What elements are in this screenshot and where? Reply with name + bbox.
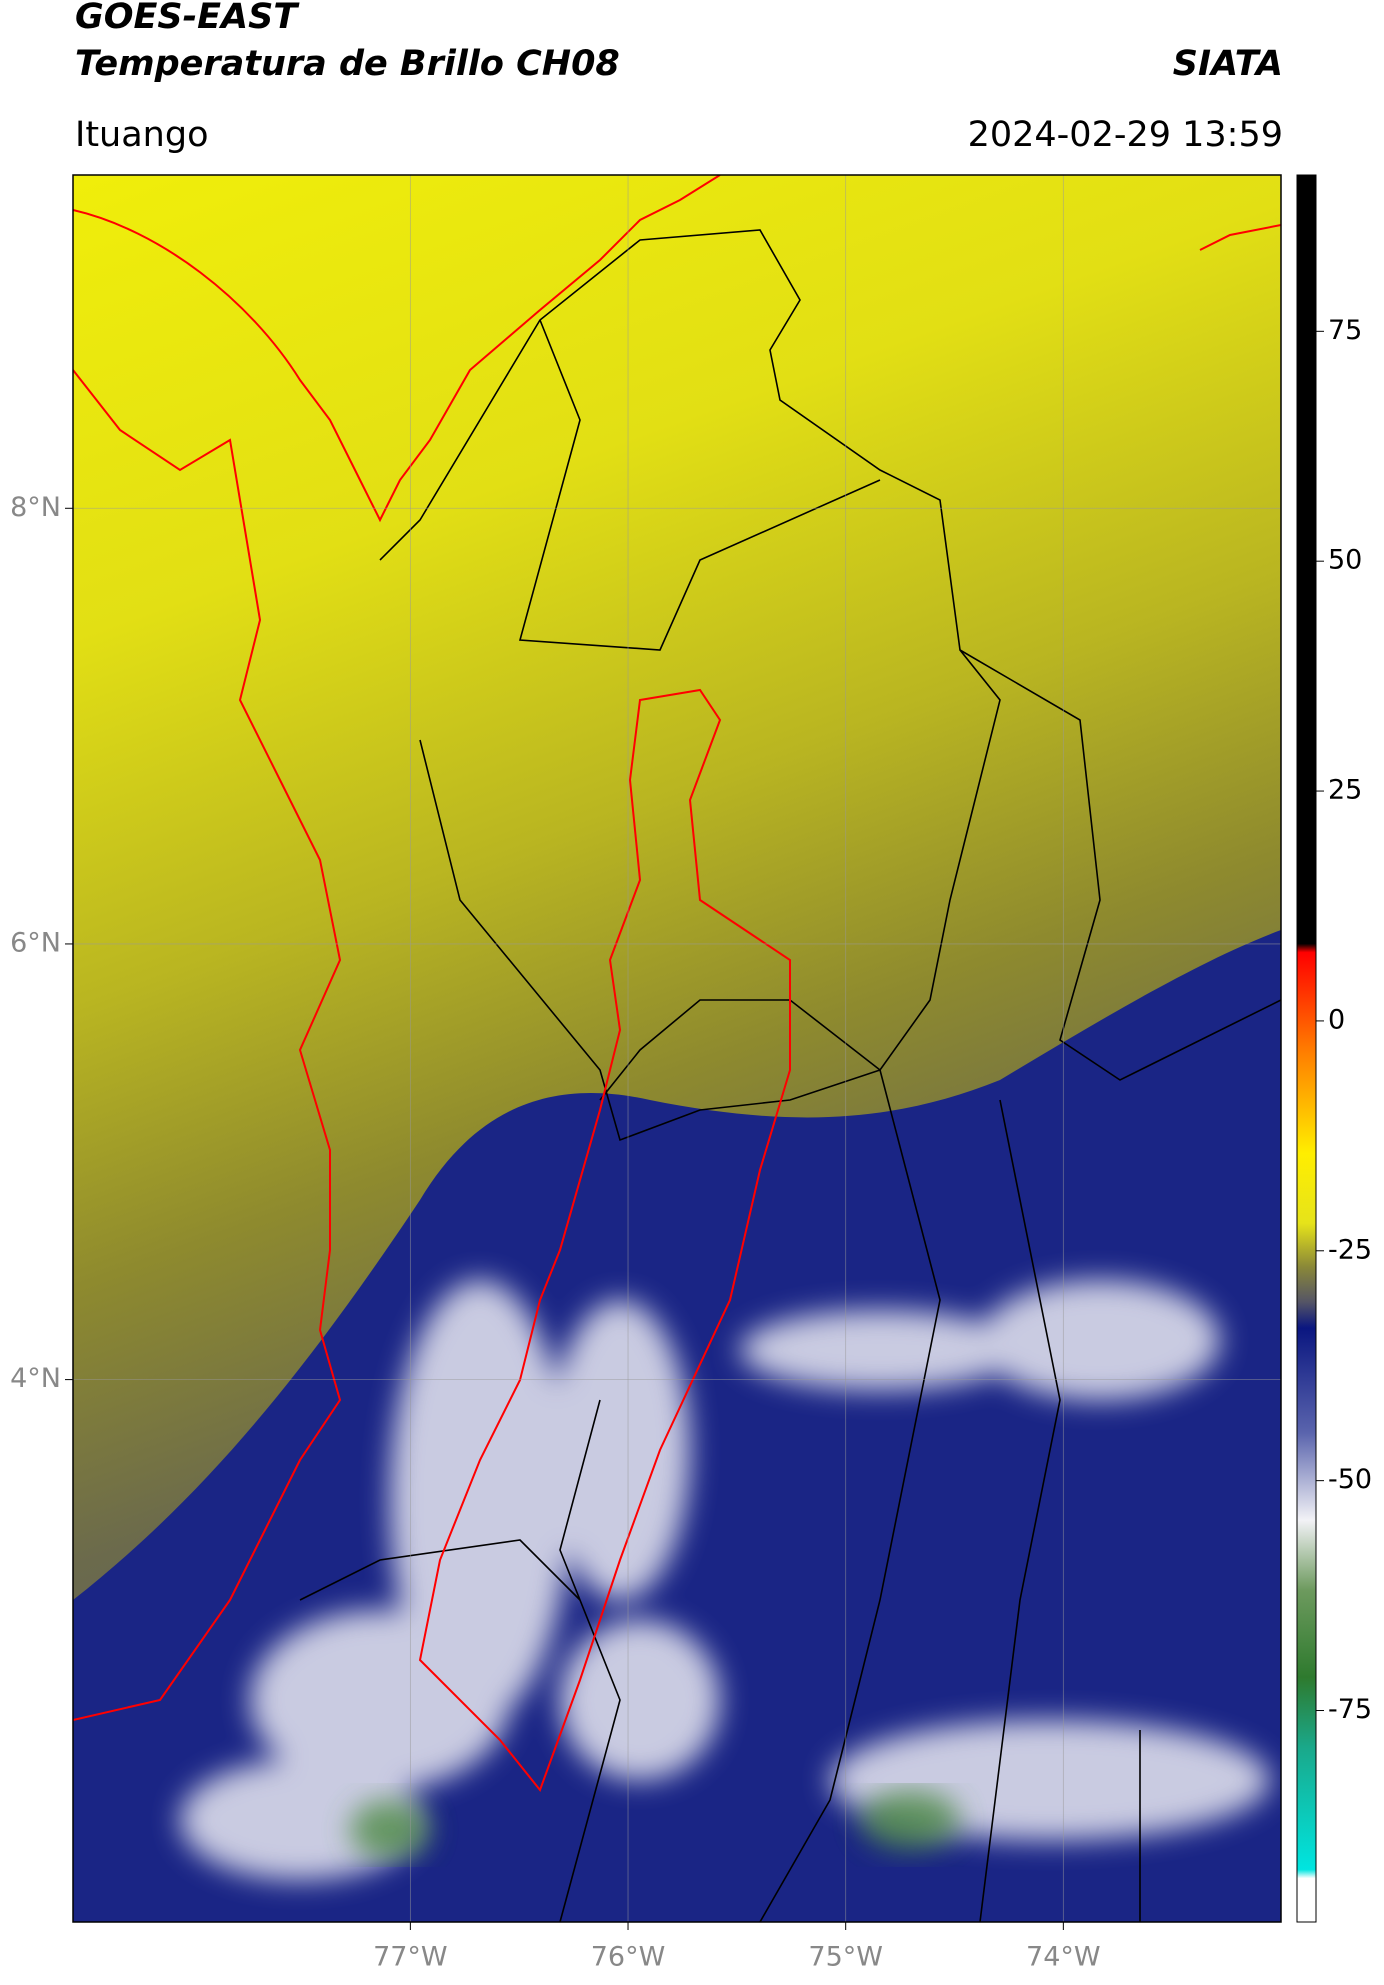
x-tick-label: 77°W — [373, 1942, 448, 1973]
x-tick-label: 75°W — [808, 1942, 883, 1973]
map-image — [73, 175, 1281, 1922]
map-frame — [72, 174, 1282, 1923]
y-tick-label: 6°N — [10, 927, 61, 958]
y-tick-label: 8°N — [10, 492, 61, 523]
x-tick-label: 76°W — [591, 1942, 666, 1973]
colorbar-tick-label: 25 — [1328, 775, 1362, 806]
graticule — [73, 175, 1281, 1922]
colorbar-tick-label: -50 — [1328, 1464, 1372, 1495]
colorbar-tick-label: -25 — [1328, 1234, 1372, 1265]
colorbar — [1296, 174, 1317, 1923]
location: Ituango — [75, 115, 209, 155]
colorbar-ticks: 75 50 25 0 -25 -50 -75 — [1316, 315, 1372, 1725]
colorbar-tick-label: -75 — [1328, 1694, 1372, 1725]
colorbar-tick-label: 0 — [1328, 1004, 1345, 1035]
colorbar-tick-label: 50 — [1328, 545, 1362, 576]
colorbar-tick-label: 75 — [1328, 315, 1362, 346]
agency: SIATA — [1173, 44, 1283, 84]
datetime: 2024-02-29 13:59 — [968, 115, 1283, 155]
map-axes: 77°W 76°W 75°W 74°W 8°N 6°N 4°N — [10, 492, 1101, 1973]
x-tick-label: 74°W — [1026, 1942, 1101, 1973]
product-title: Temperatura de Brillo CH08 — [75, 44, 620, 84]
satellite-title: GOES-EAST — [75, 0, 300, 37]
y-tick-label: 4°N — [10, 1363, 61, 1394]
